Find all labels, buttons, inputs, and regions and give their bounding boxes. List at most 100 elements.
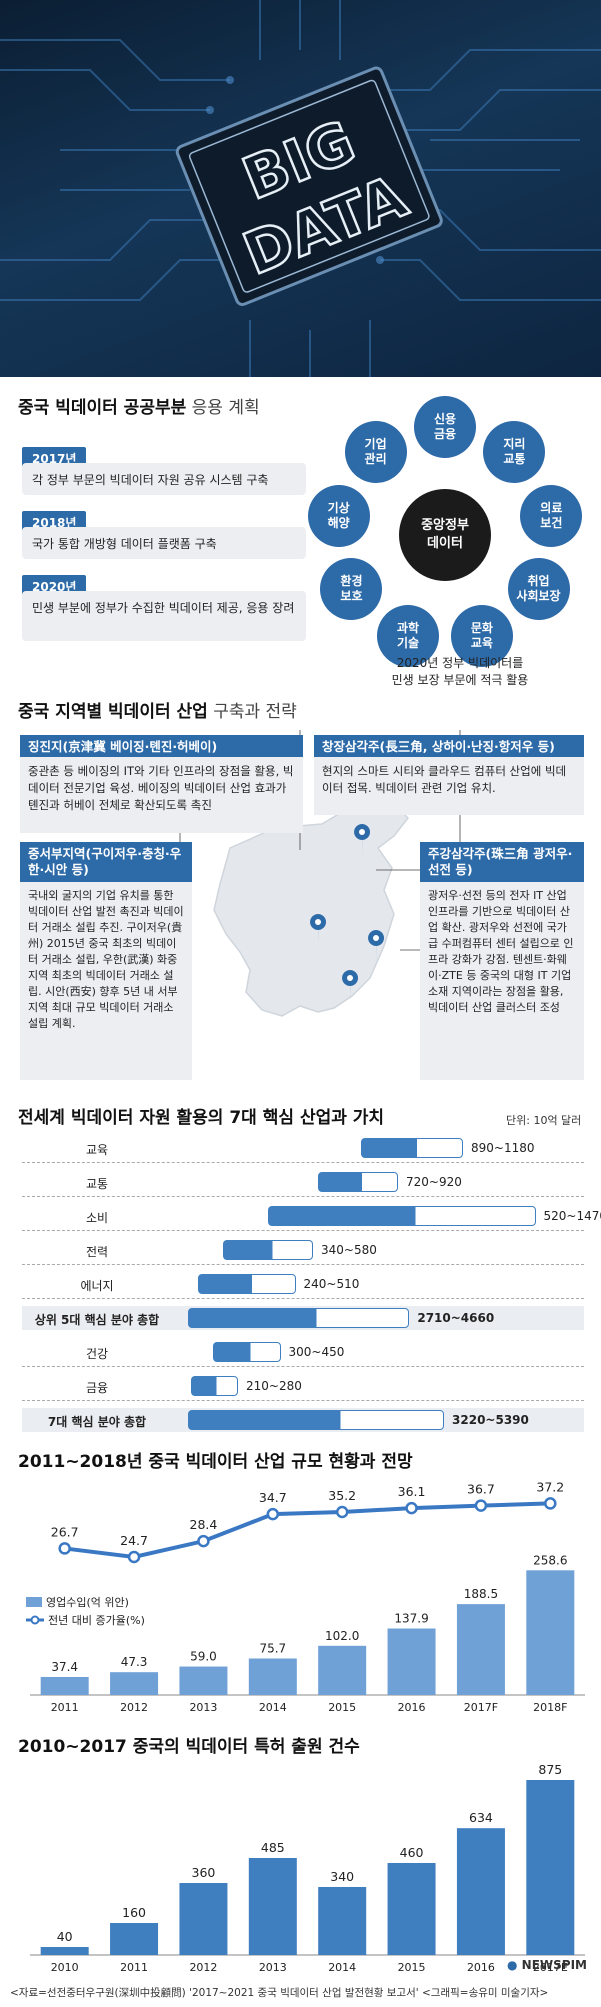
x-tick-label: 2016 <box>398 1701 426 1714</box>
industry-bar <box>188 1410 445 1430</box>
patent-chart: 40 2010 160 2011 360 2012 485 2013 340 2014 460 201… <box>30 1762 585 1974</box>
center-circle-gov-data: 중앙정부 데이터 <box>399 489 491 581</box>
industry-range-label: 300~450 <box>288 1345 345 1359</box>
region-body-central-west: 국내외 굴지의 기업 유치를 통한 빅데이터 산업 발전 촉진과 빅데이터 거래… <box>20 882 192 1080</box>
revenue-bar-label: 258.6 <box>533 1553 567 1567</box>
timeline-desc-2017: 각 정부 부문의 빅데이터 자원 공유 시스템 구축 <box>22 463 306 495</box>
patent-bar-label: 485 <box>261 1840 285 1855</box>
growth-point-label: 35.2 <box>328 1488 356 1503</box>
growth-line <box>64 1501 551 1560</box>
revenue-bar <box>387 1628 436 1695</box>
industry-bar <box>188 1308 410 1328</box>
patent-chart-title: 2010~2017 중국의 빅데이터 특허 출원 건수 <box>18 1737 360 1757</box>
industry-unit-note: 단위: 10억 달러 <box>506 1114 582 1127</box>
brand-text: NEWSPIM <box>521 1958 587 1972</box>
industry-range-label: 210~280 <box>246 1379 302 1393</box>
guangzhou-pin-icon <box>342 970 359 1002</box>
x-tick-label: 2011 <box>51 1701 79 1714</box>
ring-caption: 2020년 정부 빅데이터를 민생 보장 부문에 적극 활용 <box>391 656 529 687</box>
industry-range-label: 240~510 <box>303 1277 360 1291</box>
growth-point-label: 26.7 <box>51 1524 79 1539</box>
revenue-bar <box>456 1604 505 1695</box>
industry-divider <box>22 1264 584 1265</box>
industry-label: 금융 <box>85 1381 109 1395</box>
x-tick-label: 2012 <box>189 1961 217 1974</box>
ring-circle-8: 기업 관리 <box>344 421 407 484</box>
patent-bar <box>387 1863 436 1955</box>
growth-point <box>197 1534 210 1548</box>
x-tick-label: 2013 <box>259 1961 287 1974</box>
region-head-pearl-river: 주강삼각주(珠三角 광저우·선전 등) <box>420 842 584 882</box>
newspim-logo: ● NEWSPIM <box>507 1958 587 1972</box>
industry-label: 소비 <box>85 1211 109 1225</box>
source-note: <자료=선전중터우구원(深圳中投顧問) '2017~2021 중국 빅데이터 산… <box>10 1987 549 1999</box>
industry-bar <box>360 1138 463 1158</box>
public-section-title: 중국 빅데이터 공공부분 응용 계획 <box>18 393 260 418</box>
revenue-bar <box>248 1658 297 1695</box>
x-tick-label: 2010 <box>51 1961 79 1974</box>
patent-bar <box>248 1858 297 1955</box>
industry-range-label: 720~920 <box>406 1175 462 1189</box>
x-tick-label: 2013 <box>189 1701 217 1714</box>
ring-circle-4: 문화 교육 <box>450 605 513 668</box>
patent-bar-label: 460 <box>400 1845 424 1860</box>
legend-revenue: 영업수입(억 위안) <box>26 1594 129 1610</box>
industry-range-label: 2710~4660 <box>417 1311 495 1325</box>
x-tick-label: 2017E <box>533 1961 568 1974</box>
revenue-bar-label: 188.5 <box>464 1587 498 1601</box>
growth-point-label: 37.2 <box>536 1479 564 1494</box>
legend-growth: 전년 대비 증가율(%) <box>26 1612 145 1628</box>
x-tick-label: 2015 <box>398 1961 426 1974</box>
growth-point <box>335 1505 349 1519</box>
revenue-bar <box>526 1570 575 1695</box>
region-head-yangtze: 창장삼각주(長三角, 상하이·난징·항저우 등) <box>314 735 584 759</box>
industry-divider <box>22 1196 584 1197</box>
ring-circle-7: 기상 해양 <box>307 485 370 548</box>
patent-bar <box>526 1780 575 1955</box>
patent-bar-label: 634 <box>469 1810 493 1825</box>
patent-bar-label: 360 <box>192 1865 216 1880</box>
x-tick-label: 2014 <box>259 1701 287 1714</box>
growth-point <box>58 1542 71 1555</box>
patent-bar-label: 40 <box>57 1929 73 1944</box>
industry-bar <box>190 1376 238 1396</box>
industry-divider <box>22 1366 584 1367</box>
legend-growth-label: 전년 대비 증가율(%) <box>48 1614 145 1627</box>
industry-divider <box>22 1298 584 1299</box>
industry-range-label: 890~1180 <box>471 1141 535 1155</box>
x-tick-label: 2012 <box>120 1701 148 1714</box>
growth-point <box>127 1550 141 1564</box>
ring-circle-6: 환경 보호 <box>320 558 383 620</box>
timeline-desc-2020: 민생 부분에 정부가 수집한 빅데이터 제공, 응용 장려 <box>22 591 306 641</box>
industry-bar <box>318 1172 398 1192</box>
industry-bar <box>198 1274 296 1294</box>
industry-label: 교육 <box>85 1143 109 1157</box>
x-tick-label: 2015 <box>328 1701 356 1714</box>
industry-label: 에너지 <box>80 1279 114 1293</box>
legend-line-swatch <box>26 1615 44 1625</box>
industry-bar <box>268 1206 536 1226</box>
region-body-yangtze: 현지의 스마트 시티와 클라우드 컴퓨터 산업에 빅데이터 접목. 빅데이터 관… <box>314 757 584 815</box>
revenue-bar <box>179 1666 228 1695</box>
growth-point-label: 24.7 <box>120 1533 148 1548</box>
revenue-bar <box>318 1645 367 1695</box>
patent-bar-label: 160 <box>122 1905 146 1920</box>
region-body-jingjinji: 중관촌 등 베이징의 IT와 기타 인프라의 장점을 활용, 빅데이터 전문기업… <box>20 757 303 833</box>
region-body-pearl-river: 광저우·선전 등의 전자 IT 산업 인프라를 기반으로 빅데이터 산업 확산.… <box>420 882 584 1080</box>
growth-point <box>405 1501 418 1515</box>
growth-point-label: 34.7 <box>259 1490 287 1505</box>
revenue-bar-label: 102.0 <box>325 1629 359 1643</box>
patent-bar-label: 875 <box>538 1762 562 1777</box>
title-light: 구축과 전략 <box>207 702 297 722</box>
ring-circle-3: 취업 사회보장 <box>507 558 570 620</box>
growth-point <box>474 1499 488 1512</box>
big-data-title: BIG DATA <box>232 106 417 289</box>
industry-divider <box>22 1400 584 1401</box>
industry-label: 전력 <box>85 1245 109 1259</box>
growth-point-label: 36.7 <box>467 1482 495 1497</box>
revenue-bar-label: 59.0 <box>190 1650 217 1664</box>
shanghai-pin-icon <box>368 930 385 962</box>
industry-range-label: 340~580 <box>321 1243 377 1257</box>
industry-label: 교통 <box>85 1177 109 1191</box>
x-tick-label: 2017F <box>464 1701 498 1714</box>
